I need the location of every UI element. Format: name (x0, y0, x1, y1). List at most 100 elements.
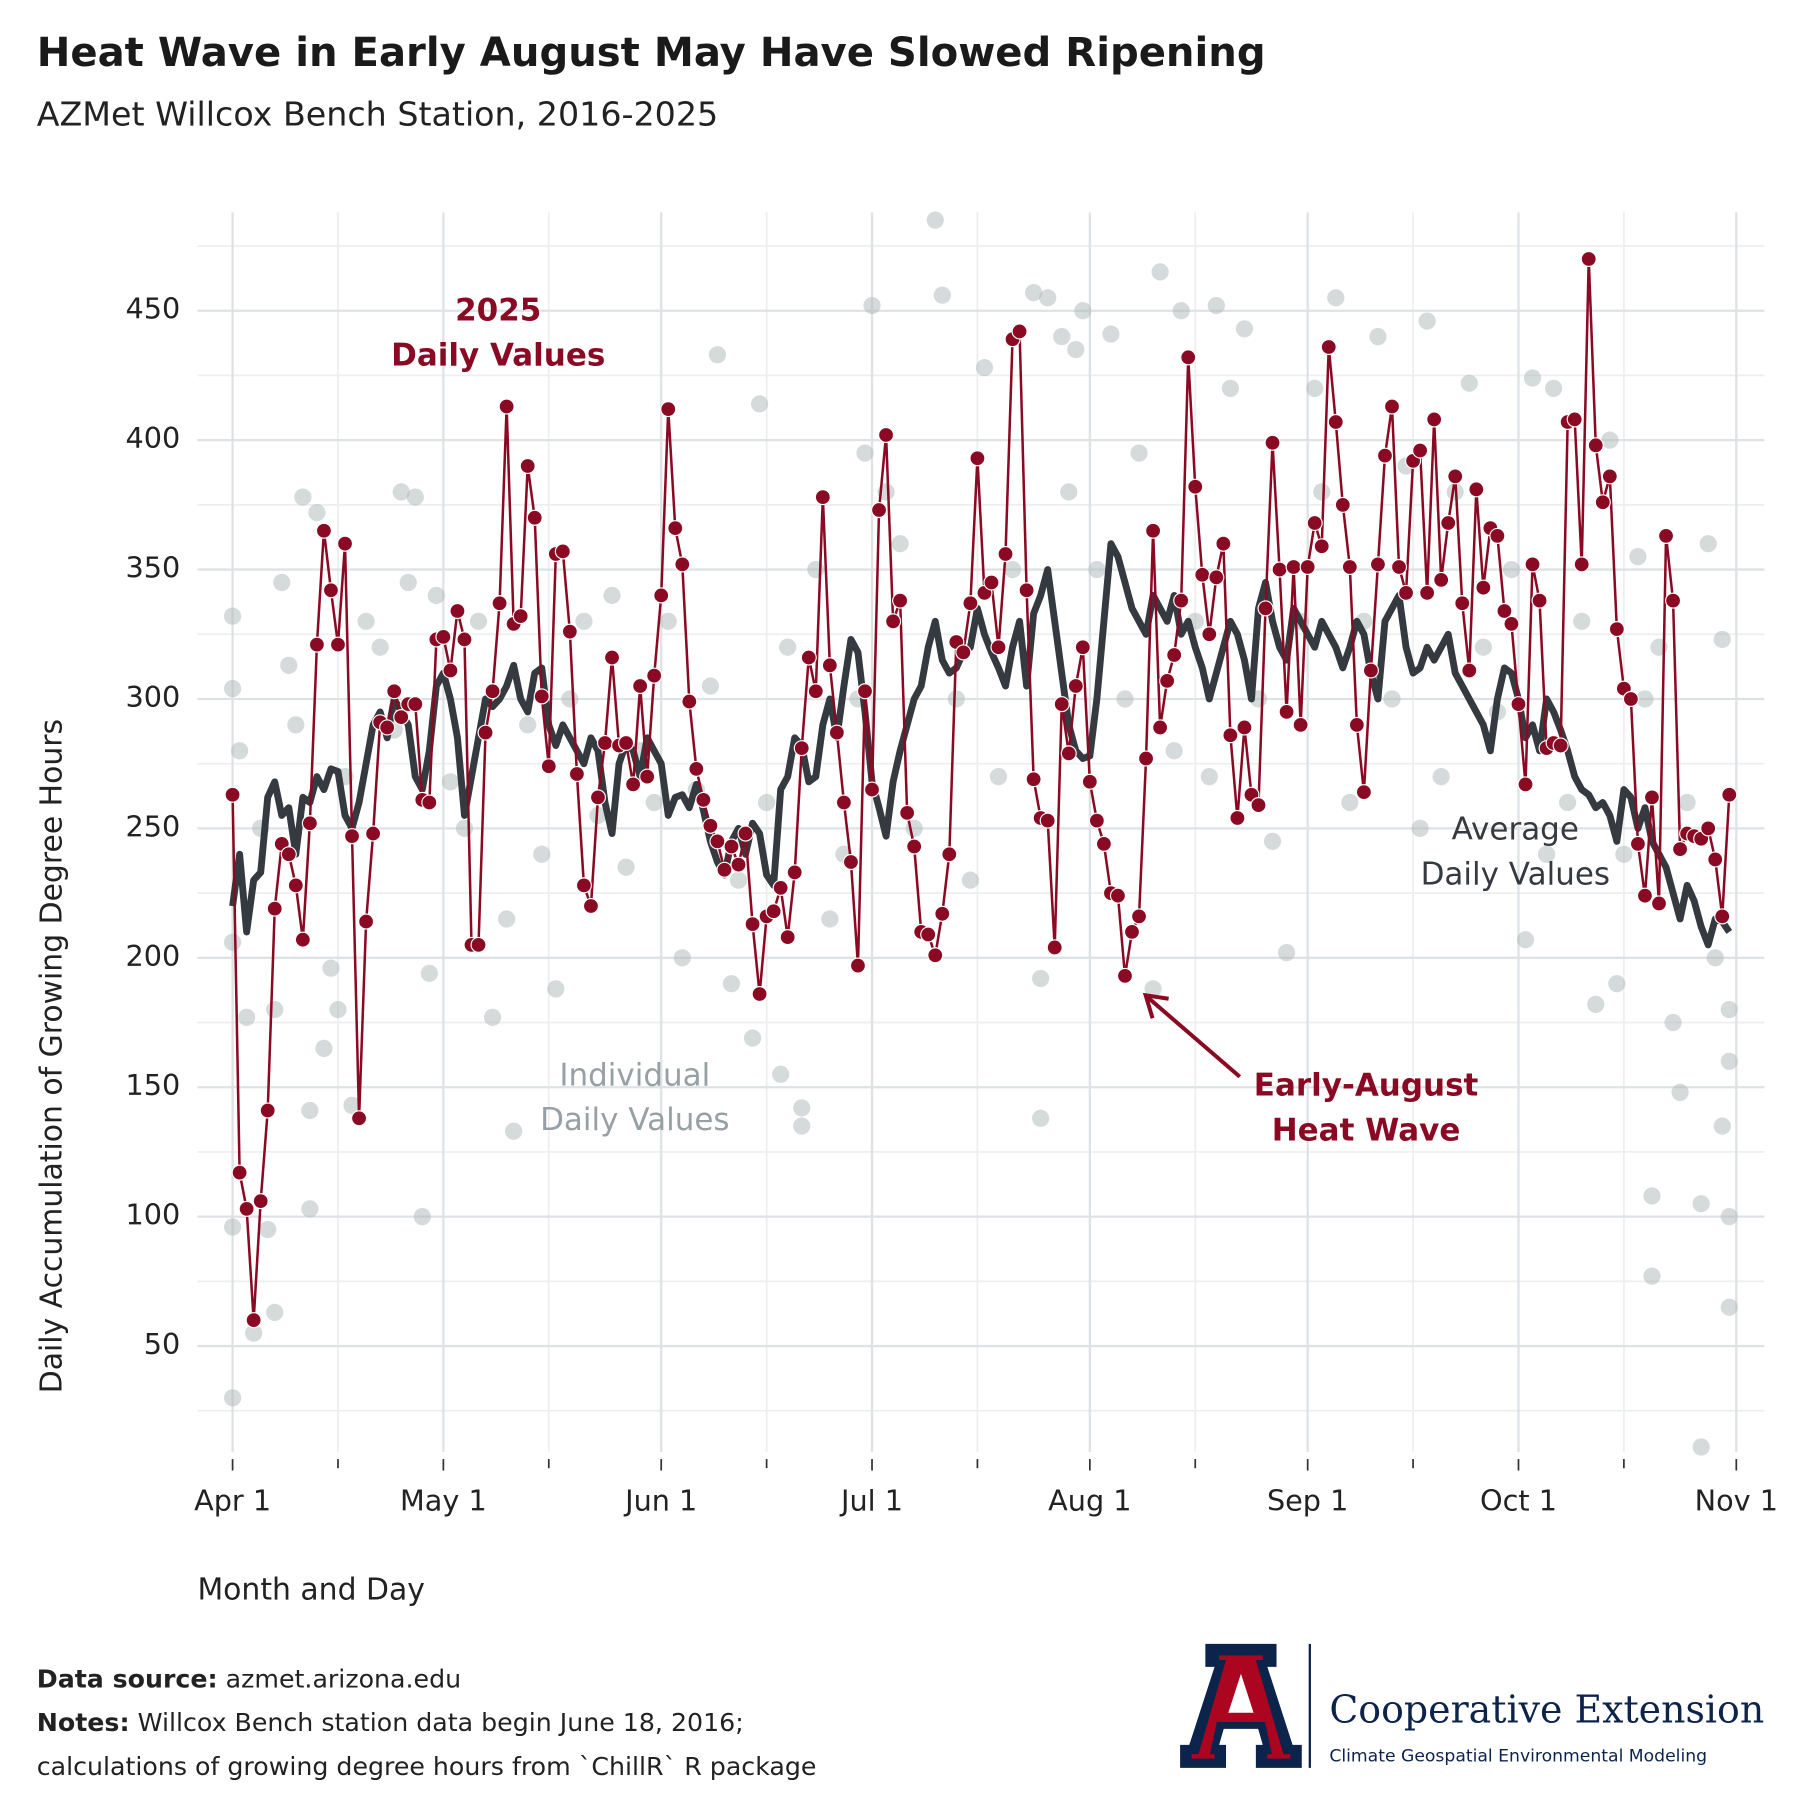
series-label: Individual (559, 1057, 710, 1093)
marker (498, 398, 515, 415)
scatter-point (933, 286, 951, 304)
chart-title: Heat Wave in Early August May Have Slowe… (37, 30, 1266, 76)
marker (1510, 696, 1527, 713)
marker (1672, 841, 1689, 858)
scatter-point (420, 964, 438, 982)
x-tick-label: Sep 1 (1267, 1484, 1348, 1518)
series-label: Daily Values (540, 1102, 729, 1138)
scatter-point (645, 793, 663, 812)
marker (1046, 939, 1063, 956)
marker (688, 760, 705, 777)
scatter-point (821, 910, 839, 928)
marker (632, 677, 649, 695)
marker (653, 587, 670, 604)
scatter-point (947, 690, 965, 708)
scatter-point (280, 656, 298, 674)
scatter-point (273, 573, 291, 592)
marker (674, 556, 691, 573)
marker (386, 683, 403, 700)
marker (1524, 556, 1541, 573)
marker (1650, 895, 1668, 912)
marker (589, 789, 607, 806)
marker (1447, 468, 1464, 485)
marker (786, 864, 803, 881)
scatter-point (343, 1096, 361, 1114)
marker (1517, 776, 1534, 793)
labels: 50 100 150 200 250 300 350 400 450 Apr 1 May 1 Jun … (125, 292, 1778, 1518)
scatter-point (891, 535, 909, 553)
logo-a-gap (1228, 1673, 1254, 1713)
scatter-point (1151, 263, 1169, 281)
marker (1362, 662, 1379, 679)
marker (1390, 558, 1408, 576)
marker (421, 794, 438, 811)
marker (871, 501, 888, 519)
marker (997, 545, 1014, 563)
marker (1355, 784, 1372, 801)
scatter-point (498, 910, 516, 928)
scatter-point (223, 607, 242, 625)
footer-source-label: Data source: (37, 1665, 218, 1694)
scatter-point (519, 716, 537, 734)
scatter-point (406, 488, 424, 506)
scatter-point (1608, 975, 1626, 993)
scatter-point (266, 1000, 284, 1019)
marker (280, 846, 297, 863)
marker (723, 838, 740, 855)
marker (920, 926, 937, 943)
annotation: Early-August (1254, 1068, 1479, 1104)
marker (1412, 442, 1429, 459)
marker (477, 724, 494, 741)
scatter-point (961, 871, 980, 889)
marker (1341, 558, 1358, 576)
marker (842, 854, 859, 871)
scatter-point (1643, 1267, 1661, 1285)
marker (351, 1110, 368, 1127)
scatter-point (1706, 949, 1724, 967)
scatter-point (743, 1029, 762, 1047)
scatter-point (1116, 690, 1134, 708)
marker (885, 613, 902, 630)
x-tick-label: Jun 1 (623, 1484, 697, 1518)
scatter-point (1523, 369, 1542, 387)
scatter-point (1411, 819, 1429, 837)
marker (835, 794, 852, 811)
scatter-point (287, 716, 305, 734)
scatter-point (1692, 1438, 1710, 1456)
x-tick-label: Oct 1 (1480, 1484, 1557, 1518)
marker (1383, 398, 1401, 415)
scatter-point (230, 742, 249, 760)
marker (1461, 662, 1478, 679)
marker (484, 683, 501, 700)
marker (1201, 626, 1218, 643)
marker (301, 815, 318, 832)
scatter-point (223, 680, 242, 698)
y-tick-label: 350 (125, 551, 180, 585)
marker (435, 628, 452, 645)
marker (344, 828, 361, 845)
y-tick-label: 450 (125, 292, 180, 326)
marker (1566, 411, 1583, 428)
scatter-point (1102, 325, 1120, 343)
scatter-point (1573, 612, 1591, 630)
marker (1067, 677, 1084, 695)
marker (709, 833, 726, 850)
scatter-point (1172, 302, 1190, 320)
scatter-point (793, 1117, 811, 1135)
marker (1348, 716, 1365, 733)
marker (1426, 411, 1443, 428)
marker (540, 758, 557, 775)
marker (1187, 478, 1204, 495)
scatter-point (1207, 296, 1225, 315)
scatter-point (1713, 630, 1731, 649)
marker (1053, 696, 1070, 713)
scatter-point (1502, 560, 1521, 579)
marker (596, 734, 614, 752)
marker (1215, 535, 1232, 552)
scatter-point (701, 677, 720, 695)
marker (554, 543, 571, 560)
marker (695, 791, 712, 808)
scatter-point (223, 1218, 242, 1236)
scatter-point (1032, 969, 1050, 988)
marker (358, 913, 375, 930)
